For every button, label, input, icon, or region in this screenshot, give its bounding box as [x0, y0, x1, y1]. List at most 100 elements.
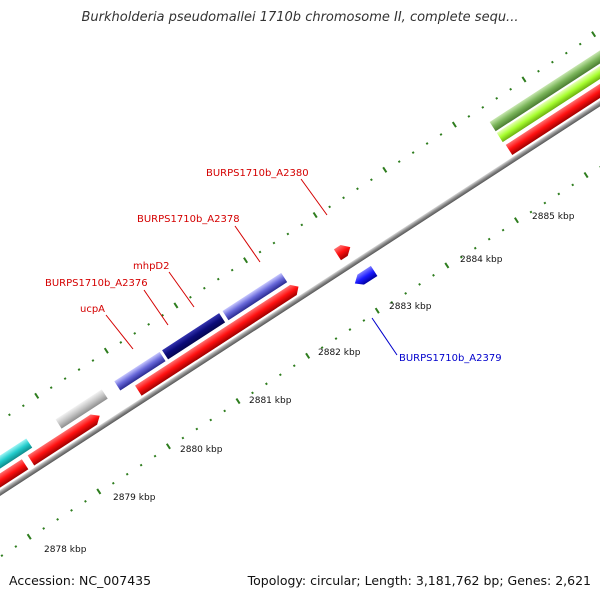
minor-tick: [202, 286, 206, 290]
minor-tick: [328, 205, 332, 209]
major-tick: [173, 302, 179, 309]
gene-label-BURPS1710b_A2378[interactable]: BURPS1710b_A2378: [137, 214, 240, 225]
minor-tick: [564, 51, 568, 55]
minor-tick: [404, 292, 408, 295]
tick-label-2880: 2880 kbp: [180, 445, 223, 455]
minor-tick: [537, 69, 540, 73]
minor-tick: [230, 268, 234, 272]
minor-tick: [14, 545, 18, 548]
minor-tick: [0, 554, 4, 557]
minor-tick: [195, 427, 199, 431]
minor-tick: [418, 282, 421, 286]
leader-line: [143, 289, 169, 326]
minor-tick: [111, 481, 115, 485]
leader-line: [168, 271, 195, 308]
reverse-gene-BURPS1710b_A2379[interactable]: [352, 265, 378, 289]
minor-tick: [320, 346, 324, 350]
forward-gene[interactable]: [0, 438, 33, 473]
tick-row-bottom: [0, 165, 600, 557]
leader-line: [371, 317, 398, 356]
minor-tick: [153, 454, 157, 458]
minor-tick: [473, 246, 477, 250]
minor-tick: [70, 508, 73, 512]
tick-label-2882: 2882 kbp: [318, 348, 361, 358]
minor-tick: [286, 232, 290, 236]
minor-tick: [543, 201, 547, 205]
tick-label-2878: 2878 kbp: [44, 545, 87, 555]
minor-tick: [251, 391, 254, 395]
minor-tick: [133, 332, 137, 335]
minor-tick: [356, 187, 359, 191]
minor-tick: [147, 322, 151, 326]
forward-gene[interactable]: [496, 51, 600, 143]
gene-label-BURPS1710b_A2379[interactable]: BURPS1710b_A2379: [399, 353, 502, 364]
tick-label-2883: 2883 kbp: [389, 302, 432, 312]
tick-row-top: [8, 31, 597, 417]
minor-tick: [467, 115, 471, 118]
gene-label-BURPS1710b_A2380[interactable]: BURPS1710b_A2380: [206, 168, 309, 179]
minor-tick: [189, 295, 192, 299]
minor-tick: [56, 518, 59, 521]
tick-label-2881: 2881 kbp: [249, 396, 292, 406]
minor-tick: [432, 273, 435, 277]
minor-tick: [265, 382, 268, 386]
leader-line: [300, 178, 328, 216]
major-tick: [96, 488, 102, 495]
forward-gene[interactable]: [505, 57, 600, 155]
forward-gene[interactable]: [489, 40, 600, 132]
forward-gene[interactable]: [0, 459, 29, 501]
minor-tick: [411, 151, 415, 154]
minor-tick: [571, 183, 575, 187]
minor-tick: [292, 364, 296, 368]
minor-tick: [342, 196, 345, 200]
minor-tick: [425, 142, 429, 145]
forward-gene-BURPS1710b_A2376[interactable]: [222, 272, 288, 321]
map-title: Burkholderia pseudomallei 1710b chromoso…: [81, 10, 519, 25]
minor-tick: [91, 359, 95, 362]
major-tick: [374, 307, 380, 314]
minor-tick: [501, 228, 505, 232]
major-tick: [451, 121, 457, 128]
minor-tick: [578, 42, 582, 46]
major-tick: [305, 352, 311, 359]
forward-gene-mhpD2[interactable]: [162, 313, 226, 360]
tick-label-2879: 2879 kbp: [113, 493, 156, 503]
minor-tick: [362, 319, 366, 322]
major-tick: [26, 533, 32, 540]
gene-label-mhpD2[interactable]: mhpD2: [133, 261, 170, 272]
chromosome-backbone: [0, 13, 600, 585]
tick-label-2884: 2884 kbp: [460, 255, 503, 265]
minor-tick: [77, 368, 81, 371]
topology-summary: Topology: circular; Length: 3,181,762 bp…: [247, 573, 591, 588]
minor-tick: [370, 178, 373, 182]
gene-label-BURPS1710b_A2376[interactable]: BURPS1710b_A2376: [45, 278, 148, 289]
minor-tick: [300, 223, 304, 227]
minor-tick: [278, 373, 282, 377]
major-tick: [382, 166, 388, 173]
minor-tick: [84, 499, 87, 503]
forward-gene-ucpA[interactable]: [114, 351, 166, 391]
minor-tick: [63, 377, 67, 380]
tick-labels: 2878 kbp 2879 kbp 2880 kbp 2881 kbp 2882…: [44, 212, 575, 555]
minor-tick: [551, 60, 554, 64]
forward-gene[interactable]: [55, 389, 108, 429]
leader-line: [105, 314, 134, 350]
forward-gene-BURPS1710b_A2378[interactable]: [189, 282, 302, 361]
minor-tick: [397, 160, 401, 164]
gene-label-ucpA[interactable]: ucpA: [80, 304, 105, 315]
forward-gene[interactable]: [27, 411, 103, 466]
minor-tick: [487, 237, 491, 241]
major-tick: [444, 262, 450, 269]
major-tick: [34, 392, 40, 399]
forward-strand-row2: [0, 40, 600, 473]
minor-tick: [8, 413, 11, 417]
forward-gene-BURPS1710b_A2380[interactable]: [333, 241, 354, 261]
minor-tick: [216, 277, 220, 281]
major-tick: [165, 443, 171, 450]
tick-label-2885: 2885 kbp: [532, 212, 575, 222]
minor-tick: [459, 255, 463, 259]
major-tick: [243, 257, 249, 264]
minor-tick: [49, 386, 53, 390]
